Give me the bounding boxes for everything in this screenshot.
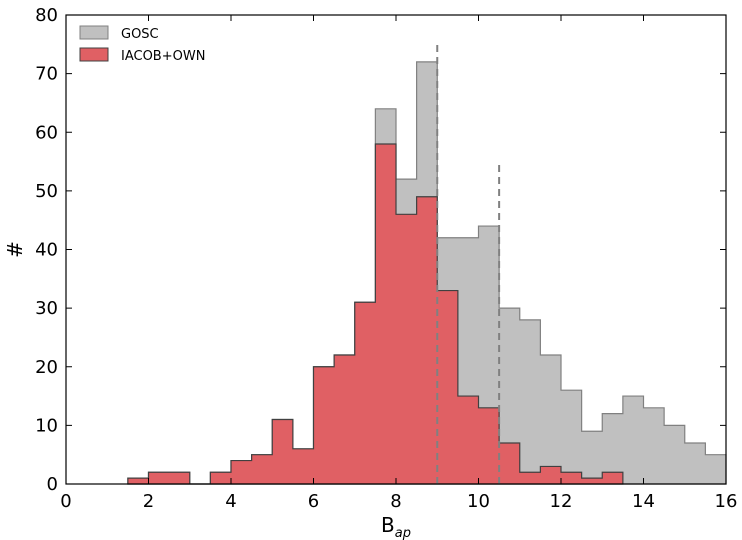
x-tick-label: 2 xyxy=(143,491,154,512)
y-tick-label: 0 xyxy=(47,474,58,495)
y-tick-label: 80 xyxy=(35,5,58,26)
legend-label: GOSC xyxy=(121,27,159,42)
x-tick-label: 6 xyxy=(308,491,319,512)
x-tick-label: 4 xyxy=(225,491,236,512)
y-tick-label: 70 xyxy=(35,64,58,85)
x-tick-label: 12 xyxy=(550,491,573,512)
y-tick-label: 50 xyxy=(35,181,58,202)
x-tick-label: 0 xyxy=(60,491,71,512)
tick-layer: 0 2 4 6 8 10 12 14 16 0 10 20 30 40 50 60 70 80 xyxy=(35,5,737,512)
histogram-series-iacob-own xyxy=(127,143,624,485)
reference-lines xyxy=(436,44,501,484)
y-tick-label: 20 xyxy=(35,357,58,378)
legend-swatch xyxy=(79,47,109,62)
x-tick-label: 10 xyxy=(467,491,490,512)
y-tick-label: 30 xyxy=(35,298,58,319)
x-axis-label-main: B xyxy=(381,513,395,537)
legend-label: IACOB+OWN xyxy=(121,49,205,64)
y-tick-label: 10 xyxy=(35,415,58,436)
legend-swatch xyxy=(79,25,109,40)
x-axis-label-subscript: ap xyxy=(395,526,411,540)
x-tick-label: 16 xyxy=(715,491,738,512)
x-axis-label: Bap xyxy=(381,513,411,540)
legend: GOSC IACOB+OWN xyxy=(79,25,205,64)
y-tick-label: 40 xyxy=(35,240,58,261)
plot-layer xyxy=(127,61,727,485)
y-tick-label: 60 xyxy=(35,122,58,143)
x-tick-label: 8 xyxy=(390,491,401,512)
y-axis-label: # xyxy=(3,241,27,258)
x-tick-label: 14 xyxy=(632,491,655,512)
